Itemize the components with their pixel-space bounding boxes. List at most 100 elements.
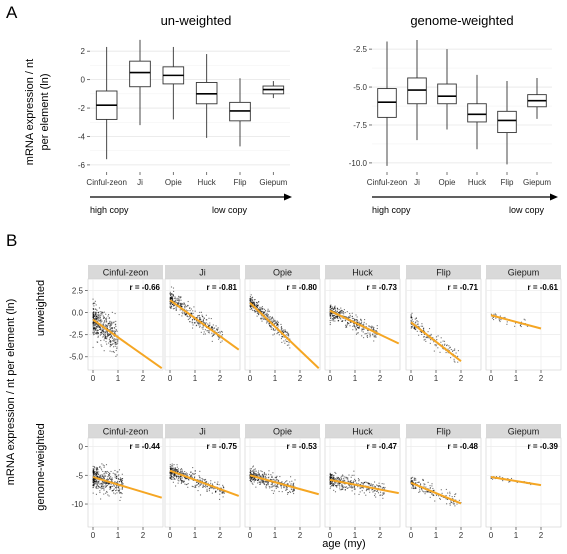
scatter-point [180,296,182,298]
scatter-point [211,327,213,329]
scatter-point [275,487,277,489]
scatter-point [170,475,172,477]
scatter-point [251,297,253,299]
scatter-point [375,336,377,338]
scatter-point [264,311,266,313]
scatter-point [331,484,333,486]
scatter-point [251,473,253,475]
x-tick-label: 0 [168,531,173,540]
scatter-point [212,324,214,326]
scatter-point [249,296,251,298]
scatter-point [100,332,102,334]
scatter-point [108,473,110,476]
x-tick-label: 2 [378,374,383,383]
scatter-point [427,337,429,339]
scatter-point [99,317,101,319]
scatter-point [345,325,347,327]
scatter-point [341,480,343,482]
scatter-point [179,309,181,311]
scatter-point [194,484,196,486]
scatter-point [334,483,336,485]
trend-line [410,321,462,362]
scatter-point [105,464,108,466]
scatter-point [108,333,110,335]
scatter-point [330,474,332,476]
box-cinful-zeon [377,41,397,166]
scatter-point [254,478,257,480]
scatter-point [219,490,221,492]
scatter-point [453,501,455,503]
scatter-point [369,491,371,493]
scatter-point [371,485,373,487]
correlation-label: r = -0.47 [367,442,398,451]
scatter-point [355,319,357,321]
scatter-point [339,317,341,319]
scatter-point [201,480,203,482]
scatter-point [116,354,118,356]
scatter-point [365,494,367,496]
scatter-point [109,337,111,339]
scatter-point [265,318,267,321]
scatter-point [344,489,346,491]
scatter-point [219,331,221,333]
scatter-point [266,320,268,322]
scatter-point [199,319,201,321]
scatter-point [103,324,105,326]
scatter-point [414,322,416,324]
scatter-point [207,482,209,484]
correlation-label: r = -0.80 [287,283,318,292]
scatter-point [433,489,435,491]
scatter-point [347,480,349,482]
scatter-point [272,329,274,331]
scatter-point [273,323,275,325]
scatter-point [442,340,444,342]
scatter-point [265,474,267,476]
scatter-point [357,486,359,488]
scatter-point [92,298,94,300]
correlation-label: r = -0.66 [130,283,161,292]
scatter-point [376,333,378,335]
scatter-point [361,335,363,337]
scatter-point [122,483,124,485]
scatter-point [253,303,255,305]
scatter-point [362,483,364,485]
scatter-point [429,487,432,489]
scatter-point [96,481,98,484]
scatter-point [340,309,342,311]
scatter-point [273,320,275,322]
scatter-point [333,489,335,491]
scatter-point [329,478,331,480]
scatter-point [113,321,115,323]
scatter-point [220,490,222,492]
panel-background [324,437,401,528]
scatter-point [382,493,384,495]
scatter-point [330,317,332,319]
scatter-point [371,326,373,329]
scatter-point [340,311,342,313]
scatter-point [100,320,102,322]
scatter-point [261,307,263,309]
scatter-point [508,481,510,483]
scatter-point [357,321,359,323]
scatter-point [414,328,416,330]
scatter-point [290,476,292,478]
scatter-point [448,345,450,347]
scatter-point [271,486,273,488]
scatter-point [363,337,365,339]
copy-arrow-right: high copy low copy [372,193,558,215]
panel-strip [165,265,240,279]
scatter-point [281,341,283,343]
scatter-point [347,478,349,480]
scatter-point [457,350,459,352]
scatter-point [250,477,252,479]
scatter-point [196,321,198,323]
scatter-point [97,324,99,326]
scatter-panel-ji: Jir = -0.810 1 2 [164,265,241,383]
scatter-point [416,320,418,322]
scatter-point [104,337,106,340]
scatter-point [177,299,179,301]
x-tick-label: 2 [459,374,464,383]
scatter-point [333,315,335,317]
scatter-point [454,495,456,498]
scatter-point [429,496,431,498]
